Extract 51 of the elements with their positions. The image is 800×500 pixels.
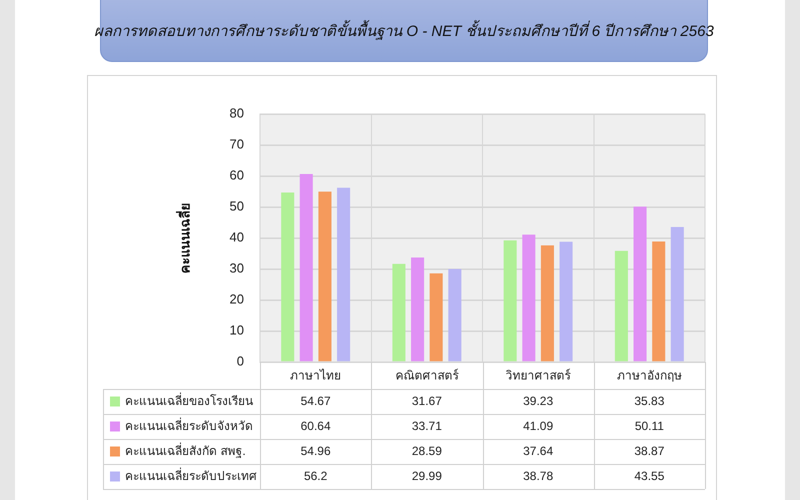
y-tick-label: 60 <box>230 168 244 183</box>
data-label: 38.78 <box>523 468 554 483</box>
data-label: 31.67 <box>412 394 442 408</box>
data-label: 54.67 <box>300 394 331 408</box>
bar <box>652 242 666 362</box>
legend-label: คะแนนเฉลี่ยสังกัด สพฐ. <box>125 442 246 458</box>
bar <box>281 192 294 362</box>
data-label: 28.59 <box>412 444 442 458</box>
y-tick-label: 70 <box>230 136 244 152</box>
x-tick-label: ภาษาอังกฤษ <box>616 368 682 383</box>
data-label: 37.64 <box>523 444 554 458</box>
data-label: 43.55 <box>634 468 665 483</box>
y-tick-label: 50 <box>230 198 244 214</box>
bar <box>392 264 406 362</box>
chart-title: ผลการทดสอบทางการศึกษาระดับชาติขั้นพื้นฐาน O - NET ชั้นประถมศึกษาปีที่ 6 ปีการศึกษา 2563 <box>94 19 714 42</box>
y-tick-label: 0 <box>236 354 244 369</box>
data-label: 60.64 <box>300 418 331 433</box>
bar <box>337 188 350 362</box>
y-axis-title: คะแนนเฉลี่ย <box>175 202 192 274</box>
y-tick-label: 80 <box>230 106 244 121</box>
y-tick-label: 30 <box>230 260 244 276</box>
y-tick-label: 20 <box>230 292 244 307</box>
bar <box>540 245 554 362</box>
x-tick-label: ภาษาไทย <box>290 368 342 383</box>
x-tick-label: วิทยาศาสตร์ <box>506 368 572 383</box>
bar <box>411 258 424 362</box>
data-label: 54.96 <box>300 444 331 458</box>
y-tick-label: 10 <box>230 322 244 338</box>
data-label: 41.09 <box>523 418 554 433</box>
bar <box>614 250 628 362</box>
bar <box>522 234 536 362</box>
bar <box>670 226 684 362</box>
bar <box>504 240 517 362</box>
bar <box>318 192 332 362</box>
bar <box>300 174 313 362</box>
data-label: 39.23 <box>523 394 554 408</box>
x-tick-label: คณิตศาสตร์ <box>395 368 460 383</box>
legend-label: คะแนนเฉลี่ยระดับประเทศ <box>125 466 257 483</box>
data-label: 33.71 <box>412 418 442 433</box>
legend-label: คะแนนเฉลี่ยของโรงเรียน <box>125 392 253 408</box>
bar <box>560 242 573 362</box>
data-label: 50.11 <box>634 418 664 433</box>
data-label: 35.83 <box>634 394 665 408</box>
data-label: 38.87 <box>634 444 665 458</box>
data-label: 29.99 <box>412 468 442 483</box>
bar <box>634 206 647 362</box>
data-label: 56.2 <box>304 468 328 483</box>
bar <box>448 269 462 362</box>
y-tick-label: 40 <box>230 230 244 245</box>
legend-label: คะแนนเฉลี่ยระดับจังหวัด <box>125 416 253 433</box>
bar <box>430 273 443 362</box>
